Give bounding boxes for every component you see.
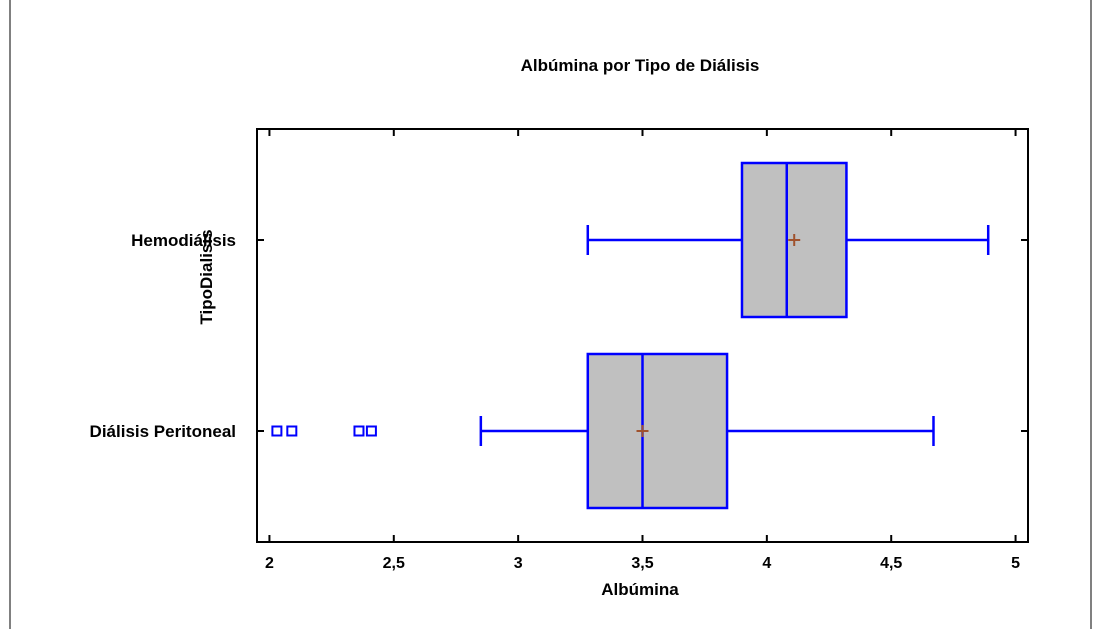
outlier-point: [353, 425, 365, 437]
x-axis-label: Albúmina: [601, 580, 679, 599]
chart-title: Albúmina por Tipo de Diálisis: [521, 56, 760, 75]
x-axis-ticks: 2 2,5 3 3,5 4 4,5 5: [265, 129, 1020, 572]
category-labels: Hemodiálisis Diálisis Peritoneal: [90, 231, 1028, 441]
box-group: [586, 161, 990, 319]
x-tick-label: 2: [265, 555, 274, 572]
x-tick-label: 3,5: [631, 555, 653, 572]
box-iqr: [586, 352, 729, 510]
y-axis-label: TipoDialisis: [197, 229, 216, 324]
category-label: Hemodiálisis: [131, 231, 236, 250]
outlier-point: [365, 425, 377, 437]
box-group: [271, 352, 935, 510]
x-tick-label: 4,5: [880, 555, 902, 572]
x-tick-label: 2,5: [383, 555, 405, 572]
x-tick-label: 5: [1011, 555, 1020, 572]
outlier-point: [271, 425, 283, 437]
box-series: [271, 161, 990, 510]
outlier-point: [286, 425, 298, 437]
x-tick-label: 4: [762, 555, 771, 572]
category-label: Diálisis Peritoneal: [90, 422, 236, 441]
x-tick-label: 3: [514, 555, 523, 572]
